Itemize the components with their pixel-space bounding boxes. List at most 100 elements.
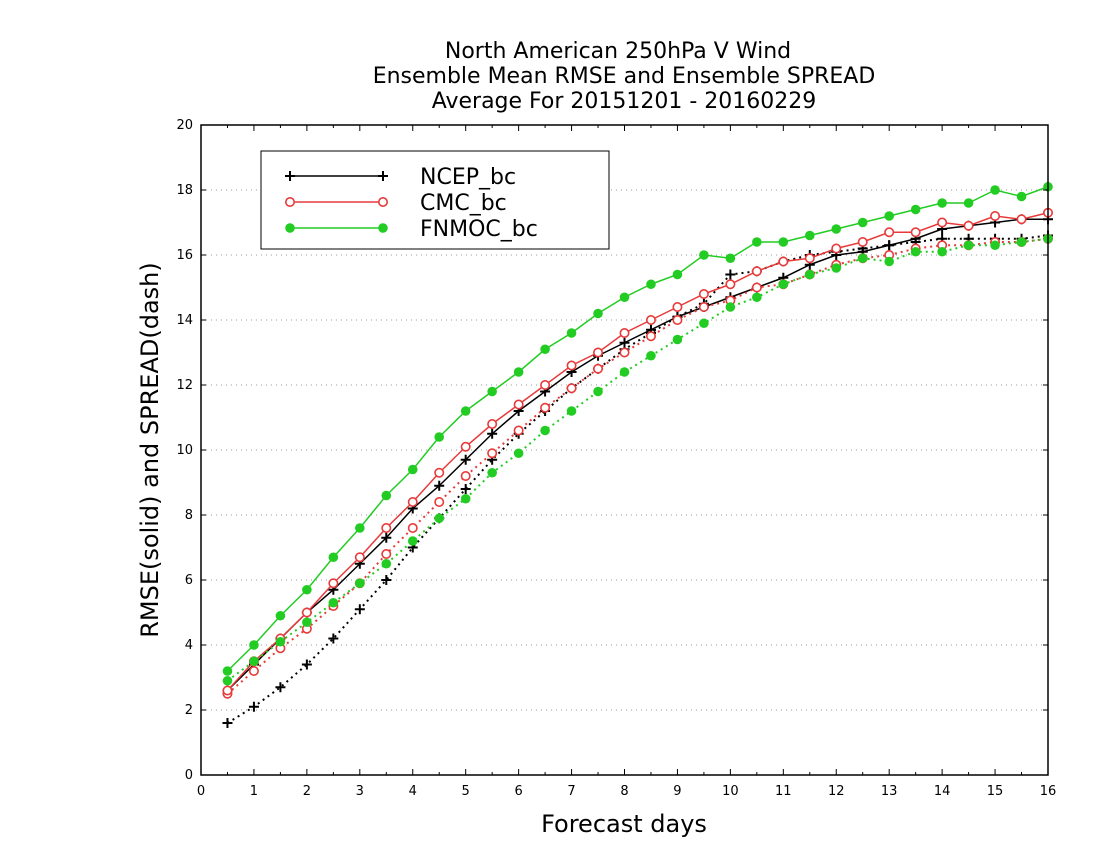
- ncep-bc-rmse-point: [884, 240, 895, 251]
- ncep-bc-rmse-point: [434, 480, 445, 491]
- cmc-bc-rmse-point: [381, 522, 392, 533]
- legend-marker-ncep-bc: [285, 171, 295, 181]
- fnmoc-bc-rmse-point: [593, 308, 603, 319]
- series-layer: [222, 181, 1054, 728]
- cmc-bc-rmse-point: [460, 441, 471, 452]
- fnmoc-bc-spread-point: [699, 318, 709, 329]
- legend-label-fnmoc-bc: FNMOC_bc: [420, 217, 538, 242]
- x-tick-label: 6: [514, 784, 522, 799]
- fnmoc-bc-rmse-point: [672, 269, 683, 280]
- cmc-bc-rmse-point: [725, 279, 736, 290]
- fnmoc-bc-spread-point: [937, 246, 947, 257]
- fnmoc-bc-spread-point: [355, 578, 365, 589]
- y-tick-label: 0: [185, 768, 193, 783]
- y-tick-label: 2: [185, 703, 193, 718]
- y-tick-label: 4: [185, 638, 193, 653]
- cmc-bc-rmse-point: [354, 552, 365, 563]
- cmc-bc-spread-point: [381, 548, 392, 559]
- fnmoc-bc-spread-point: [752, 292, 762, 303]
- legend-marker-ncep-bc: [378, 171, 388, 181]
- x-tick-label: 2: [303, 784, 311, 799]
- legend-marker-fnmoc-bc: [378, 223, 388, 233]
- ncep-bc-spread-point: [354, 604, 365, 615]
- cmc-bc-spread-point: [487, 448, 498, 459]
- fnmoc-bc-rmse-line: [226, 186, 1049, 672]
- cmc-bc-rmse-point: [698, 288, 709, 299]
- ncep-bc-spread-point: [725, 269, 736, 280]
- x-tick-label: 7: [567, 784, 575, 799]
- y-tick-label: 6: [185, 573, 193, 588]
- fnmoc-bc-spread-point: [381, 558, 392, 569]
- fnmoc-bc-rmse-point: [540, 344, 550, 355]
- cmc-bc-spread-point: [751, 282, 762, 293]
- fnmoc-bc-rmse-point: [249, 640, 259, 650]
- fnmoc-bc-rmse-point: [487, 386, 497, 397]
- cmc-bc-rmse-point: [301, 607, 312, 618]
- x-tick-label: 16: [1040, 784, 1057, 799]
- ncep-bc-spread-point: [328, 633, 339, 644]
- cmc-bc-rmse-point: [513, 399, 524, 410]
- cmc-bc-spread-point: [434, 496, 445, 507]
- fnmoc-bc-rmse-point: [566, 328, 577, 338]
- cmc-bc-rmse-point: [937, 217, 948, 228]
- fnmoc-bc-spread-point: [487, 467, 497, 478]
- cmc-bc-spread-point: [619, 347, 630, 358]
- cmc-bc-spread-point: [672, 314, 683, 325]
- fnmoc-bc-spread-point: [884, 256, 894, 267]
- fnmoc-bc-spread-point: [804, 269, 815, 280]
- cmc-bc-rmse-point: [222, 685, 233, 696]
- y-tick-label: 8: [185, 508, 193, 523]
- legend-marker-cmc-bc: [377, 197, 388, 208]
- legend-marker-fnmoc-bc: [285, 223, 295, 233]
- cmc-bc-rmse-point: [804, 253, 815, 264]
- fnmoc-bc-rmse-point: [699, 250, 709, 260]
- fnmoc-bc-spread-point: [407, 536, 418, 546]
- fnmoc-bc-rmse-point: [990, 185, 1000, 195]
- cmc-bc-spread-point: [566, 383, 577, 394]
- y-axis-label: RMSE(solid) and SPREAD(dash): [136, 262, 164, 638]
- cmc-bc-rmse-point: [619, 327, 630, 338]
- legend-box: [260, 150, 610, 250]
- ncep-bc-spread-point: [301, 659, 312, 670]
- ncep-bc-spread-point: [381, 575, 392, 585]
- cmc-bc-spread-point: [248, 665, 259, 676]
- fnmoc-bc-rmse-point: [646, 279, 656, 290]
- fnmoc-bc-rmse-point: [884, 211, 894, 221]
- x-tick-label: 10: [722, 784, 739, 799]
- fnmoc-bc-spread-point: [434, 513, 445, 524]
- fnmoc-bc-rmse-point: [355, 523, 365, 533]
- y-tick-label: 16: [176, 248, 193, 263]
- legend-label-cmc-bc: CMC_bc: [420, 191, 507, 216]
- fnmoc-bc-rmse-point: [619, 292, 630, 303]
- cmc-bc-spread-point: [407, 522, 418, 533]
- cmc-bc-rmse-point: [831, 243, 842, 254]
- fnmoc-bc-spread-point: [831, 263, 842, 273]
- cmc-bc-rmse-point: [751, 266, 762, 277]
- cmc-bc-rmse-point: [328, 578, 339, 589]
- cmc-bc-spread-point: [460, 470, 471, 481]
- x-tick-label: 4: [409, 784, 417, 799]
- x-tick-label: 0: [197, 784, 205, 799]
- fnmoc-bc-rmse-point: [328, 552, 339, 563]
- x-tick-label: 11: [775, 784, 792, 799]
- ncep-bc-spread-point: [248, 701, 259, 712]
- fnmoc-bc-spread-point: [328, 597, 339, 608]
- x-axis-label: Forecast days: [541, 810, 707, 838]
- fnmoc-bc-rmse-point: [460, 406, 471, 416]
- fnmoc-bc-rmse-point: [804, 230, 815, 241]
- cmc-bc-rmse-point: [857, 237, 868, 248]
- ncep-bc-rmse-point: [487, 428, 498, 439]
- fnmoc-bc-spread-point: [275, 636, 286, 647]
- x-tick-label: 9: [673, 784, 681, 799]
- cmc-bc-rmse-point: [778, 256, 789, 267]
- cmc-bc-spread-point: [645, 331, 656, 342]
- y-tick-label: 20: [176, 118, 193, 133]
- fnmoc-bc-spread-point: [857, 253, 868, 264]
- cmc-bc-rmse-point: [645, 314, 656, 325]
- cmc-bc-rmse-point: [910, 227, 921, 238]
- cmc-bc-spread-point: [513, 425, 524, 436]
- x-tick-label: 14: [934, 784, 951, 799]
- fnmoc-bc-rmse-point: [831, 224, 842, 234]
